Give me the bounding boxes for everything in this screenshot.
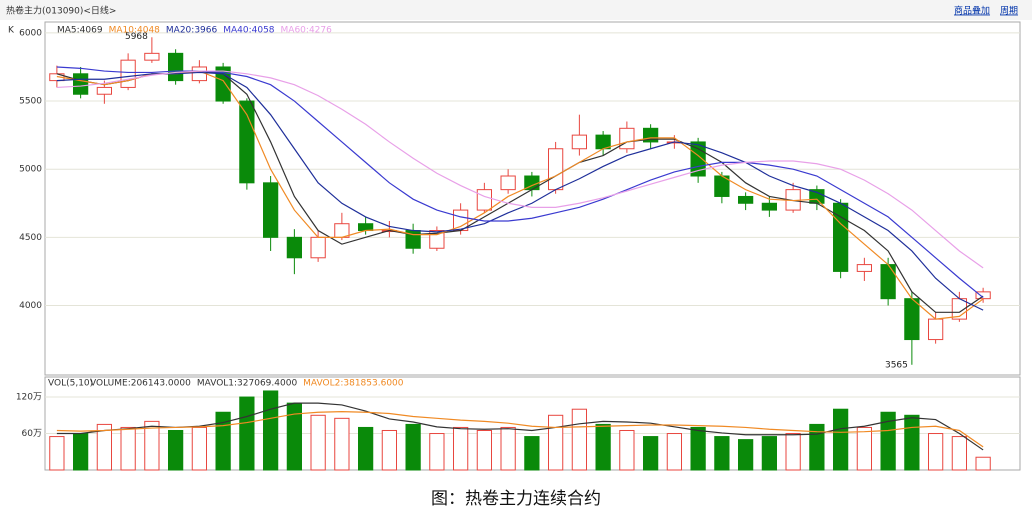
volume-bar	[880, 411, 896, 471]
volume-bar	[975, 456, 991, 471]
candle-body	[856, 264, 872, 272]
candle-body	[904, 298, 920, 341]
volume-bar	[500, 426, 516, 471]
candle-body	[358, 223, 374, 232]
candle-body	[500, 175, 516, 191]
y-tick-label: 120万	[16, 393, 42, 403]
ma-line	[56, 70, 984, 320]
volume-bar	[714, 436, 730, 471]
max-annotation: 5968	[125, 32, 148, 42]
volume-bar	[928, 433, 944, 471]
volume-bar	[666, 433, 682, 471]
mavol-line	[56, 402, 984, 451]
legend-entry: MA60:4276	[281, 26, 333, 36]
caption: 图：热卷主力连续合约	[431, 489, 601, 509]
volume-bar	[856, 426, 872, 471]
volume-bar	[405, 423, 421, 471]
y-tick-label: 6000	[19, 28, 42, 38]
min-annotation: 3565	[885, 360, 908, 370]
volume-bar	[239, 396, 255, 471]
volume-bar	[215, 411, 231, 471]
volume-bar	[619, 429, 635, 471]
legend-entry: MAVOL1:327069.4000	[197, 379, 298, 389]
legend-entry: MA40:4058	[223, 26, 275, 36]
candle-body	[880, 264, 896, 300]
volume-bar	[120, 426, 136, 471]
y-tick-label: 4000	[19, 301, 42, 311]
candle-body	[761, 202, 777, 211]
candle-body	[738, 195, 754, 204]
volume-bar	[334, 417, 350, 471]
candle-body	[476, 189, 492, 211]
candle-body	[96, 86, 112, 95]
candle-body	[120, 59, 136, 88]
vol-label: VOL(5,10)	[48, 379, 93, 389]
legend-entry: MAVOL2:381853.6000	[303, 379, 404, 389]
mavol-line	[56, 411, 984, 448]
legend-entry: MA20:3966	[166, 26, 218, 36]
header-title: 热卷主力(013090)<日线>	[6, 5, 116, 17]
volume-bar	[49, 436, 65, 471]
volume-bar	[524, 436, 540, 471]
candle-body	[286, 236, 302, 259]
volume-bar	[690, 426, 706, 471]
volume-bar	[381, 429, 397, 471]
volume-bar	[951, 436, 967, 471]
k-label: K	[8, 26, 15, 36]
volume-bar	[310, 414, 326, 471]
candle-body	[73, 73, 89, 95]
volume-bar	[263, 390, 279, 471]
volume-bar	[904, 414, 920, 471]
ma-line	[56, 66, 984, 299]
volume-bar	[809, 423, 825, 471]
volume-bar	[168, 429, 184, 471]
volume-bar	[761, 436, 777, 471]
volume-bar	[429, 433, 445, 471]
candle-body	[263, 182, 279, 238]
candle-body	[809, 189, 825, 204]
vol-total: VOLUME:206143.0000	[90, 379, 191, 389]
volume-bar	[73, 433, 89, 471]
chart: 热卷主力(013090)<日线> 商品叠加 周期 K VOL(5,10) VOL…	[0, 0, 1032, 471]
volume-bar	[144, 420, 160, 471]
candle-body	[975, 291, 991, 300]
volume-bar	[833, 408, 849, 471]
volume-bar	[571, 408, 587, 471]
volume-bar	[785, 433, 801, 471]
period-button[interactable]: 周期	[1000, 6, 1018, 17]
overlay-button[interactable]: 商品叠加	[954, 5, 990, 17]
candle-body	[548, 148, 564, 191]
ma-line	[56, 70, 984, 313]
y-tick-label: 60万	[22, 429, 42, 439]
volume-bar	[96, 423, 112, 471]
volume-bar	[595, 423, 611, 471]
volume-bar	[453, 426, 469, 471]
price-panel	[44, 21, 1021, 376]
candle-body	[239, 100, 255, 184]
volume-bar	[191, 426, 207, 471]
volume-bar	[643, 436, 659, 471]
volume-bar	[738, 439, 754, 471]
candle-body	[191, 66, 207, 82]
volume-bar	[476, 429, 492, 471]
candle-body	[928, 318, 944, 341]
y-tick-label: 4500	[19, 233, 42, 243]
candle-body	[571, 134, 587, 150]
legend-entry: MA10:4048	[109, 26, 161, 36]
candle-body	[310, 236, 326, 259]
ma-line	[56, 70, 984, 269]
candle-body	[144, 52, 160, 61]
volume-bar	[358, 426, 374, 471]
legend-entry: MA5:4069	[57, 26, 103, 36]
y-tick-label: 5000	[19, 165, 42, 175]
header-bar	[0, 0, 1032, 20]
y-tick-label: 5500	[19, 97, 42, 107]
ma-line	[56, 71, 984, 311]
candle-body	[619, 127, 635, 150]
volume-bar	[548, 414, 564, 471]
candle-body	[168, 52, 184, 82]
